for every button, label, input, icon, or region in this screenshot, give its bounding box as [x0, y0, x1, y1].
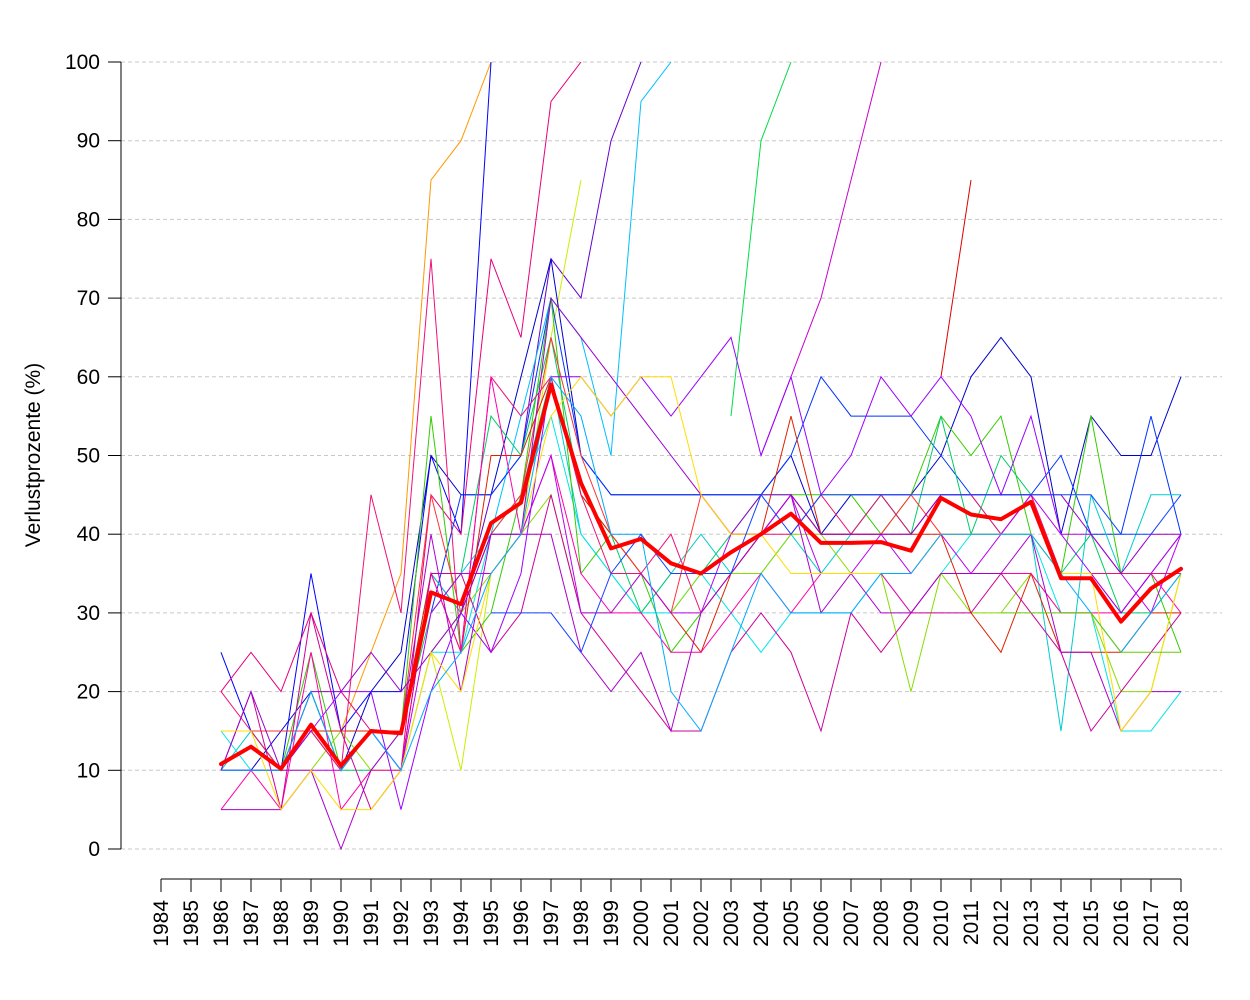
x-tick-label: 1987: [240, 900, 263, 947]
x-tick-label: 1995: [480, 900, 503, 947]
axes: 0 10 20 30 40 50 60 70 80 90 100 1984 1985 1986 1987 19…: [65, 51, 1193, 947]
y-tick-label: 10: [77, 759, 100, 782]
y-axis-title: Verlustprozente (%): [22, 363, 45, 547]
y-tick-label: 100: [65, 51, 100, 74]
y-tick-label: 80: [77, 208, 100, 231]
x-tick-label: 2007: [840, 900, 863, 947]
x-tick-label: 1996: [510, 900, 533, 947]
y-tick-label: 40: [77, 523, 100, 546]
x-tick-label: 1999: [600, 900, 623, 947]
series-line: [220, 414, 1182, 772]
y-tick-label: 90: [77, 130, 100, 153]
x-tick-label: 2016: [1110, 900, 1133, 947]
series-line: [220, 62, 492, 772]
y-tick-label: 0: [88, 838, 100, 861]
x-tick-label: 1989: [300, 900, 323, 947]
x-tick-label: 2002: [690, 900, 713, 947]
series-line: [760, 62, 882, 456]
y-tick-label: 50: [77, 445, 100, 468]
series-line: [430, 298, 1182, 614]
x-tick-label: 2010: [930, 900, 953, 947]
x-tick-label: 1991: [360, 900, 383, 947]
x-tick-label: 1984: [150, 900, 173, 947]
mean-series-line: [219, 382, 1183, 771]
y-tick-label: 30: [77, 602, 100, 625]
x-tick-label: 2005: [780, 900, 803, 947]
x-tick-label: 1992: [390, 900, 413, 947]
series-line: [730, 62, 792, 417]
x-tick-label: 2004: [750, 900, 773, 947]
x-tick-label: 2003: [720, 900, 743, 947]
x-tick-label: 2017: [1140, 900, 1163, 947]
x-tick-label: 1988: [270, 900, 293, 947]
x-tick-label: 2006: [810, 900, 833, 947]
x-tick-label: 2011: [960, 900, 983, 945]
series-line: [221, 375, 1182, 772]
x-tick-label: 2008: [870, 900, 893, 947]
y-tick-label: 70: [77, 287, 100, 310]
x-tick-label: 1994: [450, 900, 473, 947]
series-line: [220, 376, 1182, 811]
x-tick-label: 1990: [330, 900, 353, 947]
x-tick-label: 1998: [570, 900, 593, 947]
y-tick-label: 60: [77, 366, 100, 389]
x-tick-label: 1986: [210, 900, 233, 947]
x-tick-label: 1997: [540, 900, 563, 947]
series-line: [1001, 612, 1181, 653]
mean-line: [219, 382, 1183, 771]
x-tick-label: 2000: [630, 900, 653, 947]
x-tick-label: 1985: [180, 900, 203, 947]
x-tick-label: 2018: [1170, 900, 1193, 947]
x-tick-label: 2013: [1020, 900, 1043, 947]
y-tick-label: 20: [77, 681, 100, 704]
series-line: [491, 493, 1182, 654]
series-lines: [220, 62, 1182, 850]
x-tick-label: 2009: [900, 900, 923, 947]
series-line: [940, 180, 972, 377]
x-tick-label: 2014: [1050, 900, 1073, 947]
x-tick-label: 2012: [990, 900, 1013, 947]
x-tick-label: 2001: [660, 900, 683, 947]
series-line: [221, 493, 1182, 771]
x-tick-label: 1993: [420, 900, 443, 947]
x-tick-label: 2015: [1080, 900, 1103, 947]
